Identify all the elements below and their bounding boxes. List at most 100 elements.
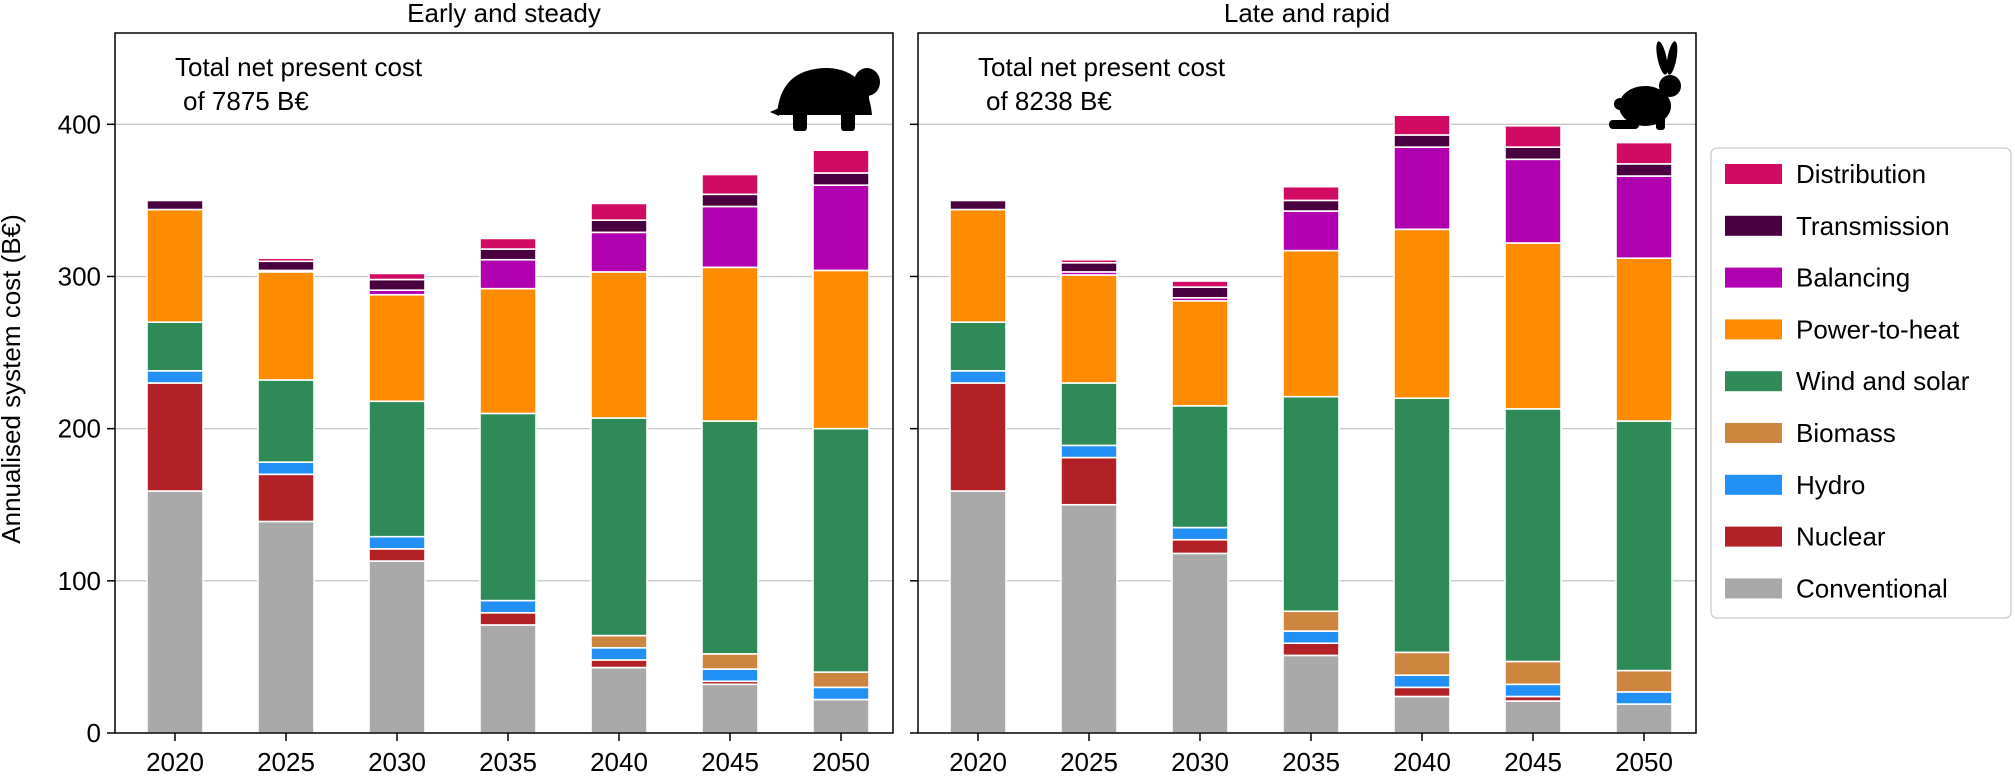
bar-segment-balancing-2035: [479, 258, 537, 290]
bar-segment-balancing-2050: [812, 184, 870, 272]
bar-segment-balancing-2050: [1615, 175, 1673, 260]
bar-segment-wind-and-solar-2050: [1615, 420, 1673, 672]
bar-segment-transmission-2040: [590, 219, 648, 234]
panel-title: Early and steady: [407, 0, 601, 28]
bar-segment-distribution-2025: [257, 257, 315, 263]
bar-segment-conventional-2040: [1393, 695, 1451, 734]
x-tick-label: 2025: [257, 747, 315, 775]
bar-segment-power-to-heat-2030: [1171, 300, 1229, 407]
bar-segment-conventional-2050: [1615, 703, 1673, 734]
legend-label-power-to-heat: Power-to-heat: [1796, 314, 1960, 344]
legend-swatch-wind-and-solar: [1725, 371, 1782, 392]
legend-swatch-transmission: [1725, 215, 1782, 236]
y-tick-label: 100: [58, 566, 101, 596]
legend-label-biomass: Biomass: [1796, 418, 1896, 448]
bar-2050: [1615, 141, 1673, 734]
bar-segment-hydro-2040: [590, 646, 648, 661]
bar-segment-power-to-heat-2025: [257, 271, 315, 381]
bar-segment-hydro-2020: [146, 370, 204, 384]
bar-segment-biomass-2040: [1393, 651, 1451, 676]
x-tick-label: 2045: [701, 747, 759, 775]
bar-segment-transmission-2020: [146, 199, 204, 211]
bar-segment-nuclear-2025: [257, 473, 315, 523]
plot-frame: [917, 32, 1697, 734]
bar-segment-wind-and-solar-2025: [1060, 382, 1118, 447]
bar-2030: [1171, 280, 1229, 734]
bar-segment-biomass-2045: [701, 653, 759, 670]
x-tick-label: 2040: [1393, 747, 1451, 775]
bar-segment-distribution-2045: [1504, 125, 1562, 148]
legend-frame: [1710, 147, 2012, 619]
bar-segment-hydro-2040: [1393, 674, 1451, 689]
bar-segment-power-to-heat-2050: [812, 269, 870, 430]
annotation-line1: Total net present cost: [978, 52, 1226, 82]
bar-segment-hydro-2025: [1060, 444, 1118, 459]
bar-segment-transmission-2045: [701, 193, 759, 208]
bar-segment-distribution-2020: [949, 198, 1007, 202]
bar-segment-distribution-2020: [146, 198, 204, 202]
legend-label-distribution: Distribution: [1796, 159, 1926, 189]
bar-segment-power-to-heat-2040: [1393, 228, 1451, 400]
bar-segment-hydro-2045: [701, 668, 759, 683]
bar-segment-wind-and-solar-2030: [1171, 405, 1229, 529]
bar-segment-biomass-2045: [1504, 660, 1562, 686]
bar-segment-hydro-2035: [1282, 630, 1340, 645]
x-tick-label: 2040: [590, 747, 648, 775]
y-tick-label: 200: [58, 414, 101, 444]
bar-segment-distribution-2045: [701, 173, 759, 196]
bar-segment-transmission-2020: [949, 199, 1007, 211]
bar-segment-conventional-2020: [949, 490, 1007, 734]
panel-early-and-steady: 0 100 200 300 400 2020 2025 2030 2035 2040 2045 205…: [58, 0, 894, 777]
annotation-line2: of 8238 B€: [986, 86, 1112, 116]
x-tick-label: 2020: [949, 747, 1007, 775]
bar-2025: [1060, 258, 1118, 734]
bar-2045: [701, 173, 759, 734]
bar-segment-power-to-heat-2035: [479, 287, 537, 415]
bar-2050: [812, 149, 870, 734]
bar-segment-wind-and-solar-2040: [1393, 397, 1451, 654]
annotation-line1: Total net present cost: [175, 52, 423, 82]
y-tick-label: 400: [58, 109, 101, 139]
legend-label-wind-and-solar: Wind and solar: [1796, 366, 1970, 396]
bar-segment-nuclear-2030: [1171, 538, 1229, 555]
bar-2040: [1393, 114, 1451, 734]
bar-segment-wind-and-solar-2035: [479, 412, 537, 602]
legend-swatch-hydro: [1725, 474, 1782, 495]
y-axis-label: Annualised system cost (B€): [0, 214, 26, 543]
bar-segment-hydro-2025: [257, 461, 315, 476]
annotation-line2: of 7875 B€: [183, 86, 309, 116]
bar-segment-balancing-2045: [701, 205, 759, 269]
bar-segment-wind-and-solar-2020: [146, 321, 204, 372]
bar-segment-transmission-2025: [1060, 261, 1118, 273]
bar-segment-distribution-2040: [590, 202, 648, 221]
bar-2020: [949, 198, 1007, 734]
bar-segment-hydro-2030: [368, 535, 426, 550]
bar-segment-conventional-2025: [257, 520, 315, 734]
bar-segment-conventional-2035: [1282, 654, 1340, 734]
bar-segment-distribution-2025: [1060, 258, 1118, 264]
legend-label-balancing: Balancing: [1796, 263, 1910, 293]
bar-segment-distribution-2050: [1615, 141, 1673, 165]
bar-segment-conventional-2020: [146, 490, 204, 734]
bar-2040: [590, 202, 648, 734]
bar-segment-wind-and-solar-2050: [812, 427, 870, 673]
y-tick-label: 0: [87, 718, 101, 748]
bar-segment-transmission-2025: [257, 260, 315, 272]
plot-frame: [114, 32, 894, 734]
bar-segment-biomass-2035: [1282, 610, 1340, 632]
bar-segment-power-to-heat-2045: [1504, 242, 1562, 410]
x-tick-label: 2035: [479, 747, 537, 775]
bar-2035: [479, 237, 537, 734]
bar-segment-nuclear-2040: [590, 659, 648, 669]
panel-title: Late and rapid: [1224, 0, 1390, 28]
x-tick-label: 2025: [1060, 747, 1118, 775]
bar-segment-wind-and-solar-2045: [1504, 408, 1562, 663]
panel-late-and-rapid: 2020 2025 2030 2035 2040 2045 2050 Late and rap…: [910, 0, 1697, 777]
bar-segment-power-to-heat-2020: [146, 208, 204, 323]
bar-segment-nuclear-2020: [949, 382, 1007, 492]
bar-segment-balancing-2035: [1282, 210, 1340, 252]
bar-2030: [368, 272, 426, 734]
bar-segment-hydro-2020: [949, 370, 1007, 384]
x-tick-label: 2030: [1171, 747, 1229, 775]
